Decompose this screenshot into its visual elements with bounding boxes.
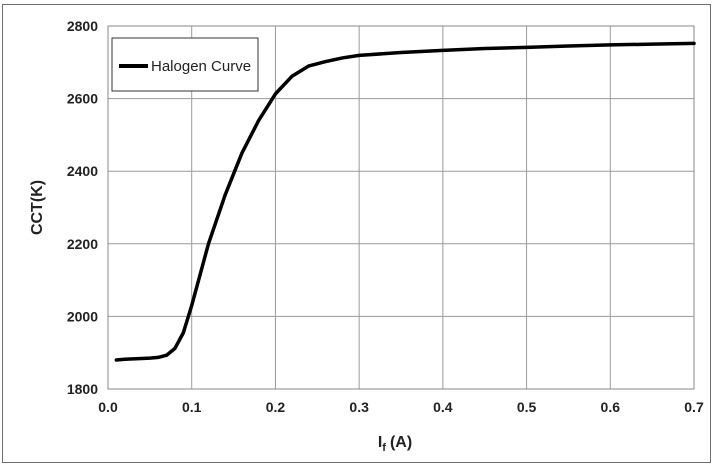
data-point [240,151,244,155]
data-point [190,304,194,308]
data-point [692,41,696,45]
x-tick-label: 0.0 [98,399,118,415]
data-point [650,42,654,46]
y-tick-label: 2800 [67,18,98,34]
x-tick-label: 0.5 [517,399,537,415]
x-axis-label-main: I [378,434,382,451]
y-axis-label: CCT(K) [29,180,46,235]
x-tick-label: 0.7 [684,399,704,415]
y-tick-labels: 1800 2000 2200 2400 2600 2800 [67,18,98,397]
data-point [257,118,261,122]
data-point [483,47,487,51]
y-tick-label: 2000 [67,308,98,324]
x-axis-label-unit: (A) [390,434,412,451]
data-point [206,242,210,246]
x-tick-label: 0.2 [266,399,286,415]
data-point [324,60,328,64]
plot-area [107,25,695,390]
data-point [441,48,445,52]
y-tick-label: 1800 [67,381,98,397]
x-tick-label: 0.3 [349,399,369,415]
data-point [307,64,311,68]
x-tick-labels: 0.0 0.1 0.2 0.3 0.4 0.5 0.6 0.7 [98,399,704,415]
data-point [173,346,177,350]
data-point [566,44,570,48]
legend: Halogen Curve [111,37,259,92]
data-point [123,357,127,361]
y-tick-label: 2600 [67,91,98,107]
x-axis-label: If (A) [378,434,412,454]
data-point [223,193,227,197]
x-tick-label: 0.1 [182,399,202,415]
y-tick-label: 2400 [67,163,98,179]
legend-label-halogen-curve: Halogen Curve [151,58,251,75]
data-point [340,56,344,60]
y-tick-label: 2200 [67,236,98,252]
data-point [165,353,169,357]
data-point [198,273,202,277]
data-point [181,331,185,335]
data-point [608,43,612,47]
data-point [131,357,135,361]
data-point [156,355,160,359]
data-point [290,74,294,78]
data-point [273,92,277,96]
x-tick-label: 0.4 [433,399,453,415]
data-point [114,358,118,362]
data-point [525,45,529,49]
x-tick-label: 0.6 [601,399,621,415]
data-point [148,356,152,360]
x-axis-label-subscript: f [382,442,386,454]
data-point [139,357,143,361]
data-point [357,53,361,57]
data-point [399,51,403,54]
series-group [114,41,696,362]
